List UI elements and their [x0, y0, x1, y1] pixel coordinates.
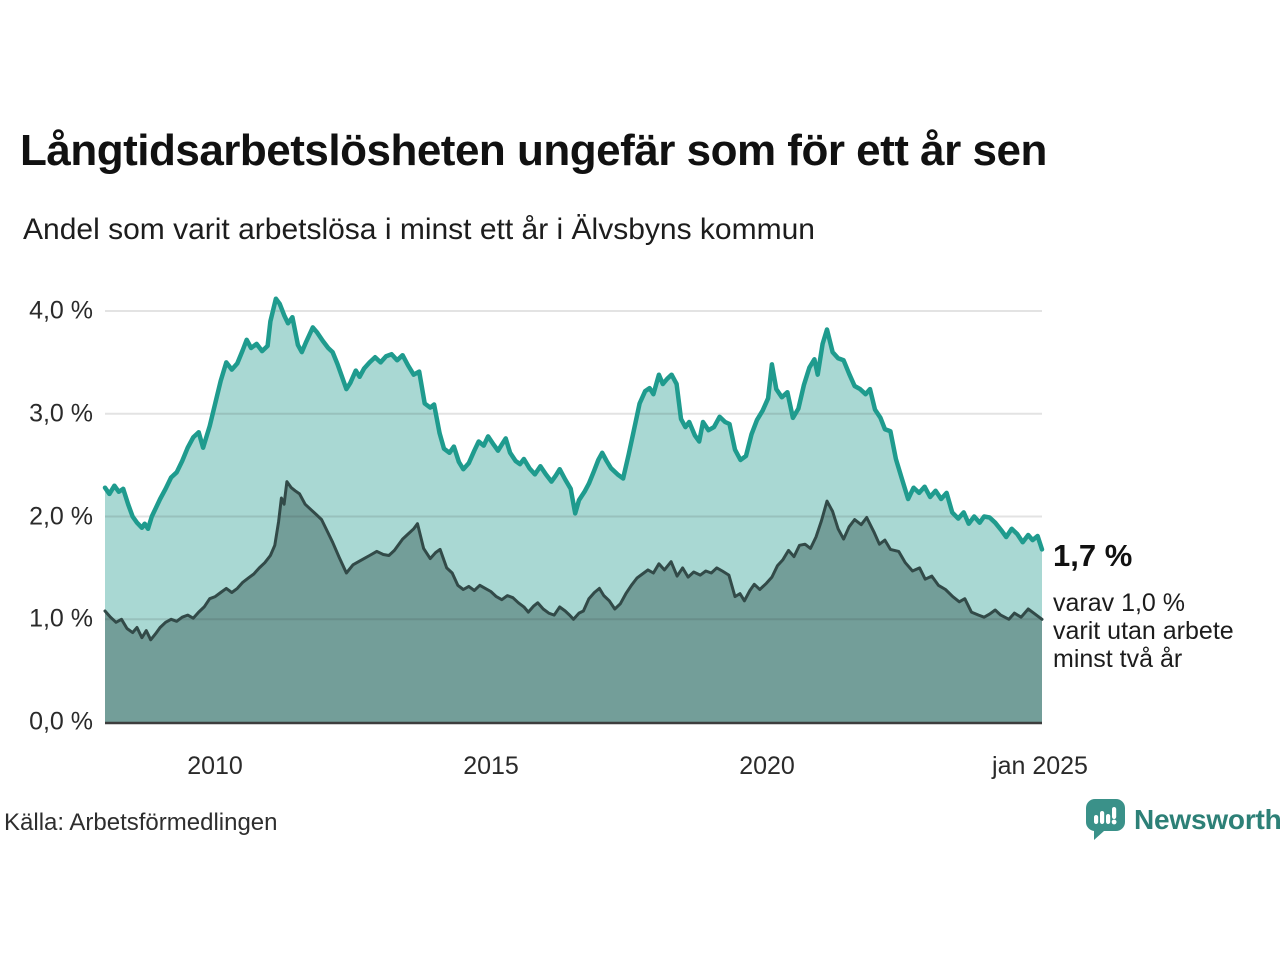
annotation-detail-line: minst två år — [1053, 645, 1183, 673]
y-axis-tick-label: 3,0 % — [29, 399, 93, 428]
y-axis-tick-label: 1,0 % — [29, 604, 93, 633]
series-line-0 — [102, 296, 1045, 552]
annotation-detail: varav 1,0 % varit utan arbete minst två … — [1053, 589, 1234, 673]
y-axis-tick-label: 0,0 % — [29, 707, 93, 736]
series-line-1 — [103, 480, 1044, 642]
page-title: Långtidsarbetslösheten ungefär som för e… — [20, 126, 1047, 175]
area-fill-1 — [105, 481, 1042, 722]
x-axis-tick-label: 2010 — [187, 752, 243, 780]
newsworthy-logo: Newsworthy — [1086, 799, 1280, 841]
x-axis-tick-label: 2020 — [739, 752, 795, 780]
page-subtitle: Andel som varit arbetslösa i minst ett å… — [23, 213, 815, 246]
x-axis-tick-label: 2015 — [463, 752, 519, 780]
latest-value-label: 1,7 % — [1053, 538, 1133, 573]
newsworthy-icon — [1086, 799, 1125, 840]
source-text: Källa: Arbetsförmedlingen — [4, 809, 278, 836]
y-axis-tick-label: 2,0 % — [29, 502, 93, 531]
y-axis-tick-label: 4,0 % — [29, 296, 93, 325]
newsworthy-wordmark: Newsworthy — [1134, 804, 1280, 835]
annotation-detail-line: varit utan arbete — [1053, 617, 1234, 645]
annotation-detail-line: varav 1,0 % — [1053, 589, 1186, 617]
x-axis-tick-label: jan 2025 — [992, 752, 1088, 780]
